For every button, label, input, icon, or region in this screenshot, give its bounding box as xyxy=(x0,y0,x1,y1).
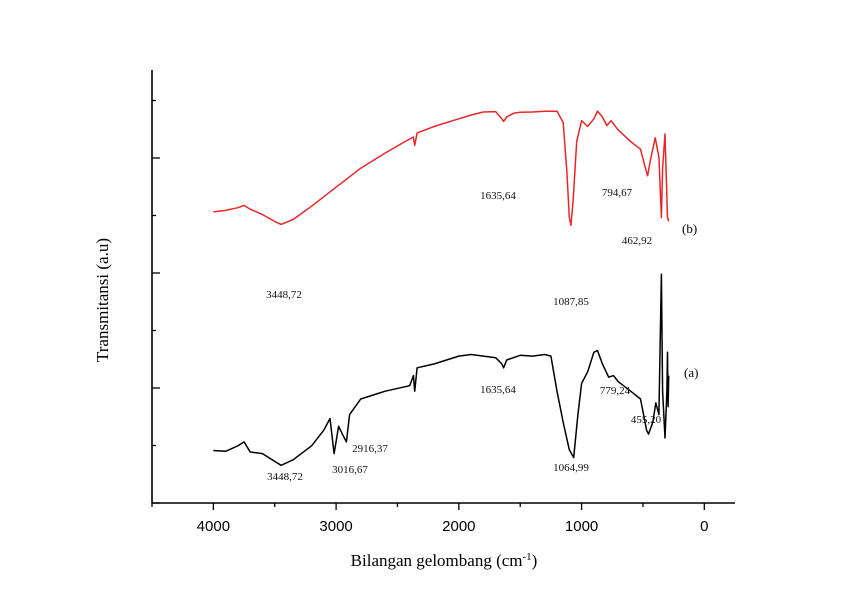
series-layer xyxy=(213,110,670,467)
y-axis-title: Transmitansi (a.u) xyxy=(93,238,112,362)
peak-label: 1635,64 xyxy=(480,190,516,202)
x-tick-label: 0 xyxy=(700,518,708,535)
labels-layer: (b) 3448,72 1635,64 1087,85 794,67 462,92 (a) 3… xyxy=(266,187,698,483)
peak-label: 3448,72 xyxy=(267,471,303,483)
axes: 4000 3000 2000 1000 0 xyxy=(151,70,735,535)
peak-label: 794,67 xyxy=(602,187,633,199)
peak-label: 1635,64 xyxy=(480,384,516,396)
x-tick-label: 1000 xyxy=(565,518,598,535)
peak-label: 462,92 xyxy=(622,235,652,247)
x-tick-label: 3000 xyxy=(319,518,352,535)
peak-label: 455,20 xyxy=(631,414,662,426)
x-axis-title-main: Bilangan gelombang (cm xyxy=(351,551,523,570)
peak-label: 1087,85 xyxy=(553,296,589,308)
peak-label: 3448,72 xyxy=(266,289,302,301)
series-name-label: (a) xyxy=(684,365,698,380)
peak-label: 2916,37 xyxy=(352,443,388,455)
series-name-label: (b) xyxy=(682,221,697,236)
x-axis-title-end: ) xyxy=(532,551,538,570)
series-line-b xyxy=(213,110,670,226)
peak-label: 779,24 xyxy=(600,385,631,397)
x-axis-title-sup: -1 xyxy=(523,551,532,563)
x-axis-title: Bilangan gelombang (cm-1) xyxy=(351,551,538,570)
peak-label: 1064,99 xyxy=(553,462,589,474)
x-tick-label: 2000 xyxy=(442,518,475,535)
series-line-a xyxy=(213,273,670,467)
x-tick-label: 4000 xyxy=(197,518,230,535)
peak-label: 3016,67 xyxy=(332,464,368,476)
